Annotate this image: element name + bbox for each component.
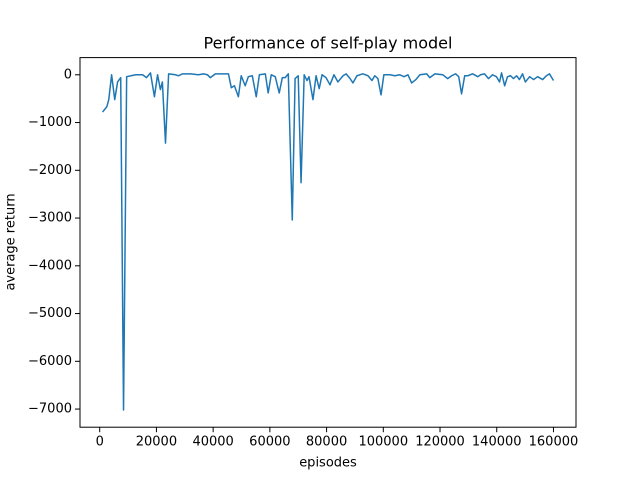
x-tick-label: 20000 bbox=[136, 435, 177, 450]
y-tick-label: −7000 bbox=[28, 402, 72, 417]
y-tick-label: −1000 bbox=[28, 115, 72, 130]
data-line bbox=[101, 72, 555, 411]
chart-title: Performance of self-play model bbox=[204, 34, 453, 53]
y-tick-label: −5000 bbox=[28, 306, 72, 321]
x-axis-label: episodes bbox=[299, 456, 357, 471]
y-tick-label: 0 bbox=[64, 67, 72, 82]
y-axis-label: average return bbox=[4, 193, 19, 290]
x-tick-label: 60000 bbox=[249, 435, 290, 450]
plot-frame bbox=[79, 57, 577, 428]
y-tick-label: −2000 bbox=[28, 163, 72, 178]
x-tick-label: 100000 bbox=[358, 435, 408, 450]
x-tick-label: 0 bbox=[96, 435, 104, 450]
x-tick-label: 140000 bbox=[472, 435, 522, 450]
x-tick-label: 40000 bbox=[192, 435, 233, 450]
x-tick-label: 160000 bbox=[529, 435, 579, 450]
y-tick-label: −3000 bbox=[28, 211, 72, 226]
x-tick-label: 120000 bbox=[415, 435, 465, 450]
y-tick-label: −4000 bbox=[28, 258, 72, 273]
y-tick-label: −6000 bbox=[28, 354, 72, 369]
x-tick-label: 80000 bbox=[306, 435, 347, 450]
